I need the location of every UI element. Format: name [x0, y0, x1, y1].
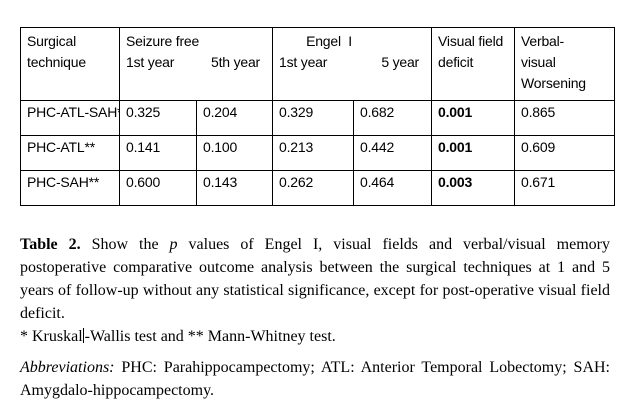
header-engel-5-year: 5 year	[381, 54, 420, 70]
header-engel: Engel I 1st year 5 year	[272, 27, 433, 101]
text-cursor	[82, 328, 85, 343]
cell-verbal-visual: 0.609	[514, 135, 616, 171]
caption-line-2: postoperative comparative outcome analys…	[20, 259, 610, 276]
cell-verbal-visual: 0.865	[514, 100, 616, 136]
footnote-after-cursor: -Wallis test and ** Mann-Whitney test.	[84, 328, 336, 345]
header-verbal-line1: Verbal-	[521, 33, 564, 49]
table-row: PHC-ATL** 0.141 0.100 0.213 0.442 0.001 …	[20, 135, 616, 171]
header-surgical-technique: Surgical technique	[20, 27, 120, 101]
caption-line-1: Table 2. Show the p values of Engel I, v…	[20, 233, 610, 256]
header-seizure-free: Seizure free 1st year 5th year	[118, 27, 274, 101]
footnote-line: * Kruskal -Wallis test and ** Mann-Whitne…	[20, 325, 610, 348]
cell-seizure-1st: 0.600	[119, 170, 197, 206]
abbreviations-label: Abbreviations:	[20, 359, 115, 376]
abbreviations-line-2: Amygdalo-hippocampectomy.	[20, 382, 215, 399]
cell-visual-field: 0.001	[431, 135, 516, 171]
table-row: PHC-SAH** 0.600 0.143 0.262 0.464 0.003 …	[20, 170, 616, 206]
results-table: Surgical technique Seizure free 1st year…	[20, 27, 616, 206]
cell-engel-5y: 0.464	[353, 170, 433, 206]
cell-seizure-1st: 0.141	[119, 135, 197, 171]
header-seizure-free-title: Seizure free	[126, 33, 200, 49]
cell-seizure-1st: 0.325	[119, 100, 197, 136]
header-visual-field-line2: deficit	[438, 54, 474, 70]
cell-visual-field: 0.003	[431, 170, 516, 206]
caption-label: Table 2.	[20, 236, 81, 253]
abbreviations-text: PHC: Parahippocampectomy; ATL: Anterior …	[114, 359, 610, 376]
cell-engel-5y: 0.682	[353, 100, 433, 136]
header-engel-title: Engel I	[306, 33, 352, 49]
header-visual-field-line1: Visual field	[438, 33, 504, 49]
cell-engel-1st: 0.262	[272, 170, 355, 206]
cell-technique: PHC-ATL**	[20, 135, 120, 171]
cell-visual-field: 0.001	[431, 100, 516, 136]
abbreviations-line-1: Abbreviations: PHC: Parahippocampectomy;…	[20, 356, 610, 379]
cell-seizure-5th: 0.100	[195, 135, 274, 171]
caption-p-italic: p	[169, 236, 178, 253]
caption-text: values of Engel I, visual fields and ver…	[177, 236, 610, 253]
cell-verbal-visual: 0.671	[514, 170, 616, 206]
caption-line-4: deficit.	[20, 305, 65, 322]
caption-line-3: years of follow-up without any statistic…	[20, 282, 610, 299]
cell-technique: PHC-ATL-SAH*	[20, 100, 120, 136]
cell-engel-1st: 0.213	[272, 135, 355, 171]
header-seizure-subrow: 1st year 5th year	[126, 52, 270, 73]
header-seizure-5th-year: 5th year	[211, 54, 261, 70]
header-verbal-line2: visual	[521, 54, 556, 70]
header-engel-1st-year: 1st year	[279, 54, 328, 70]
table-header-row: Surgical technique Seizure free 1st year…	[20, 27, 616, 101]
header-surgical-line1: Surgical	[27, 33, 76, 49]
header-surgical-line2: technique	[27, 54, 86, 70]
caption-text: Show the	[80, 236, 170, 253]
header-seizure-1st-year: 1st year	[126, 54, 175, 70]
header-verbal-line3: Worsening	[521, 75, 586, 91]
cell-engel-1st: 0.329	[272, 100, 355, 136]
cell-seizure-5th: 0.204	[195, 100, 274, 136]
footnote-before-cursor: * Kruskal	[20, 328, 83, 345]
cell-seizure-5th: 0.143	[195, 170, 274, 206]
header-visual-field-deficit: Visual field deficit	[431, 27, 516, 101]
header-verbal-visual-worsening: Verbal- visual Worsening	[514, 27, 616, 101]
cell-engel-5y: 0.442	[353, 135, 433, 171]
header-engel-subrow: 1st year 5 year	[279, 52, 429, 73]
table-caption: Table 2. Show the p values of Engel I, v…	[20, 233, 610, 348]
cell-technique: PHC-SAH**	[20, 170, 120, 206]
abbreviations: Abbreviations: PHC: Parahippocampectomy;…	[20, 356, 610, 402]
table-row: PHC-ATL-SAH* 0.325 0.204 0.329 0.682 0.0…	[20, 100, 616, 136]
